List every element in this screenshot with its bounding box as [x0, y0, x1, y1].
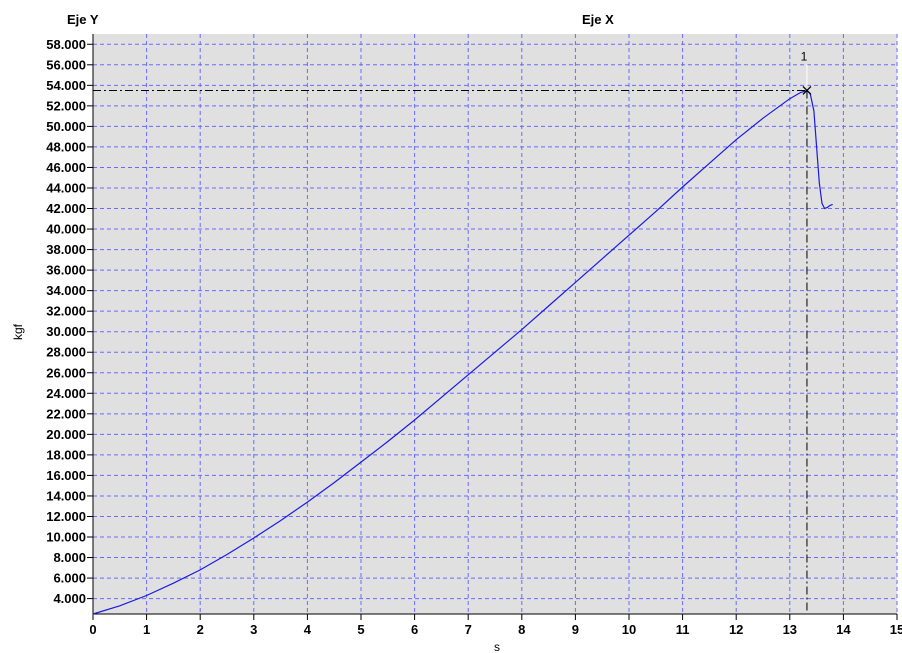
x-tick-label: 4 — [304, 622, 312, 637]
x-axis-label: s — [494, 640, 500, 653]
y-tick-label: 58.000 — [46, 37, 86, 52]
x-tick-label: 5 — [357, 622, 364, 637]
x-axis-header: Eje X — [582, 12, 614, 27]
y-tick-label: 6.000 — [53, 571, 86, 586]
x-tick-label: 1 — [143, 622, 150, 637]
y-tick-label: 24.000 — [46, 386, 86, 401]
x-tick-label: 2 — [197, 622, 204, 637]
y-tick-label: 36.000 — [46, 263, 86, 278]
marker-label: 1 — [801, 49, 808, 63]
tick-labels: 0 1 2 3 4 5 6 7 8 9 10 11 12 13 14 154.0006.0008.00010.… — [46, 37, 902, 637]
x-tick-label: 11 — [676, 622, 690, 637]
x-tick-label: 14 — [836, 622, 851, 637]
grid — [93, 34, 898, 614]
y-axis-header: Eje Y — [67, 12, 99, 27]
x-tick-label: 0 — [89, 622, 96, 637]
y-tick-label: 8.000 — [53, 550, 86, 565]
y-tick-label: 26.000 — [46, 365, 86, 380]
x-tick-label: 12 — [729, 622, 743, 637]
x-tick-label: 8 — [518, 622, 525, 637]
marker-cross-b — [802, 86, 812, 95]
y-tick-label: 52.000 — [46, 98, 86, 113]
y-tick-label: 40.000 — [46, 222, 86, 237]
y-tick-label: 56.000 — [46, 57, 86, 72]
y-axis-label: kgf — [11, 323, 25, 340]
y-tick-label: 14.000 — [46, 488, 86, 503]
x-tick-label: 6 — [411, 622, 418, 637]
y-tick-label: 48.000 — [46, 139, 86, 154]
plot-area — [93, 34, 897, 614]
axes — [87, 34, 898, 620]
y-tick-label: 18.000 — [46, 447, 86, 462]
y-tick-label: 38.000 — [46, 242, 86, 257]
marker-layer: 1 — [93, 49, 812, 614]
y-tick-label: 54.000 — [46, 78, 86, 93]
y-tick-label: 4.000 — [53, 591, 86, 606]
y-tick-label: 34.000 — [46, 283, 86, 298]
y-tick-label: 42.000 — [46, 201, 86, 216]
y-tick-label: 10.000 — [46, 530, 86, 545]
x-tick-label: 15 — [890, 622, 902, 637]
y-tick-label: 30.000 — [46, 324, 86, 339]
y-tick-label: 16.000 — [46, 468, 86, 483]
y-tick-label: 12.000 — [46, 509, 86, 524]
x-tick-label: 7 — [465, 622, 472, 637]
y-tick-label: 28.000 — [46, 345, 86, 360]
x-tick-label: 10 — [622, 622, 636, 637]
x-tick-label: 3 — [250, 622, 257, 637]
y-tick-label: 32.000 — [46, 304, 86, 319]
x-tick-label: 13 — [783, 622, 797, 637]
y-tick-label: 46.000 — [46, 160, 86, 175]
x-tick-label: 9 — [572, 622, 579, 637]
y-tick-label: 44.000 — [46, 180, 86, 195]
series-line — [92, 89, 833, 615]
y-tick-label: 20.000 — [46, 427, 86, 442]
series-layer — [92, 89, 833, 615]
y-tick-label: 50.000 — [46, 119, 86, 134]
y-tick-label: 22.000 — [46, 406, 86, 421]
